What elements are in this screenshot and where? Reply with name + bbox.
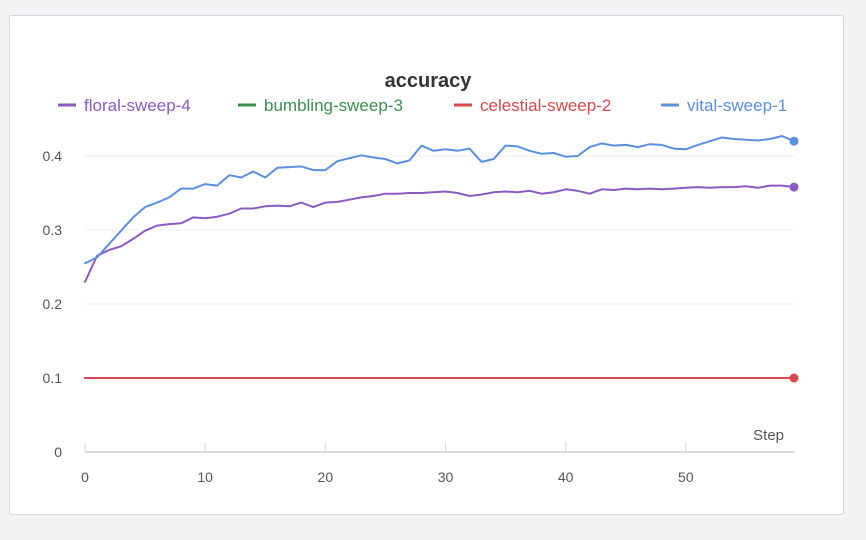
legend-item-celestial-sweep-2[interactable]: celestial-sweep-2 xyxy=(454,96,611,115)
y-tick-label: 0.1 xyxy=(43,370,63,386)
series-line-floral-sweep-4 xyxy=(84,184,795,283)
x-tick-label: 50 xyxy=(678,469,694,485)
y-tick-label: 0 xyxy=(54,444,62,460)
series-end-marker-vital-sweep-1 xyxy=(789,136,799,146)
x-tick-label: 0 xyxy=(81,469,89,485)
legend-label: celestial-sweep-2 xyxy=(480,96,611,115)
legend-item-vital-sweep-1[interactable]: vital-sweep-1 xyxy=(661,96,787,115)
series-end-marker-floral-sweep-4 xyxy=(789,182,799,192)
chart-panel: accuracy floral-sweep-4 bumbling-sweep-3 c… xyxy=(9,15,844,515)
y-tick-label: 0.4 xyxy=(43,148,63,164)
y-tick-label: 0.2 xyxy=(43,296,63,312)
series-end-marker-celestial-sweep-2 xyxy=(789,373,799,383)
accuracy-line-chart: accuracy floral-sweep-4 bumbling-sweep-3 c… xyxy=(43,70,799,485)
legend-label: vital-sweep-1 xyxy=(687,96,787,115)
axes: 0 0.1 0.2 0.3 0.4 0 10 20 30 40 50 xyxy=(43,148,794,485)
x-tick-label: 20 xyxy=(318,469,334,485)
legend: floral-sweep-4 bumbling-sweep-3 celestial-… xyxy=(58,96,787,115)
legend-item-bumbling-sweep-3[interactable]: bumbling-sweep-3 xyxy=(238,96,403,115)
legend-label: bumbling-sweep-3 xyxy=(264,96,403,115)
x-tick-label: 30 xyxy=(438,469,454,485)
x-axis-title: Step xyxy=(753,427,784,444)
series-line-vital-sweep-1 xyxy=(84,135,795,265)
legend-item-floral-sweep-4[interactable]: floral-sweep-4 xyxy=(58,96,191,115)
series-layer xyxy=(84,135,799,383)
y-tick-label: 0.3 xyxy=(43,222,63,238)
x-tick-label: 40 xyxy=(558,469,574,485)
chart-title: accuracy xyxy=(385,70,473,92)
legend-label: floral-sweep-4 xyxy=(84,96,191,115)
x-tick-label: 10 xyxy=(197,469,213,485)
